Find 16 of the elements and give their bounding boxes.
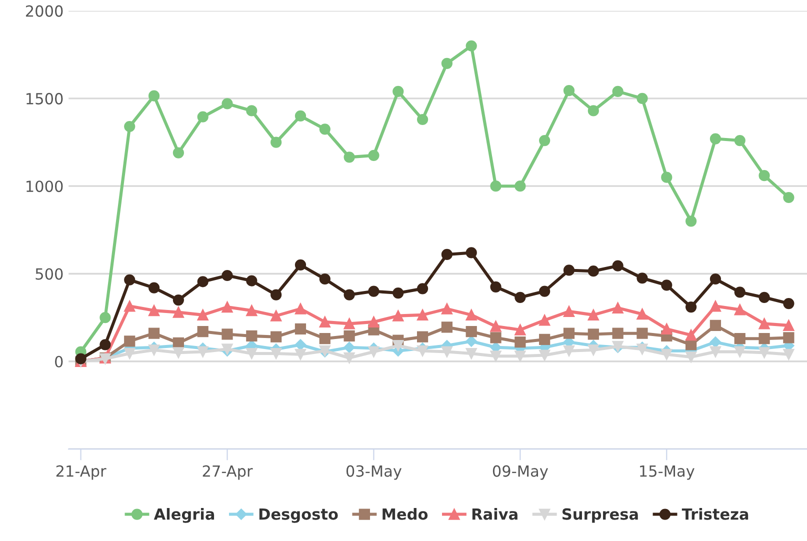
y-tick-label: 500 — [36, 268, 63, 280]
legend-label: Surpresa — [562, 508, 638, 523]
legend-label: Desgosto — [259, 508, 338, 523]
x-tick-label: 15-May — [640, 465, 694, 480]
y-tick-label: 0 — [55, 356, 63, 368]
legend-label: Alegria — [154, 508, 214, 523]
x-tick-label: 09-May — [492, 465, 548, 480]
y-tick-label: 2000 — [26, 5, 63, 17]
y-tick-label: 1000 — [26, 180, 63, 192]
x-tick-label: 27-Apr — [202, 465, 253, 480]
y-tick-label: 1500 — [26, 92, 63, 104]
x-tick-label: 03-May — [346, 465, 402, 480]
legend-label: Raiva — [472, 508, 518, 520]
x-tick-label: 21-Apr — [56, 465, 106, 480]
legend-label: Tristeza — [682, 508, 748, 520]
legend-label: Medo — [382, 508, 428, 520]
